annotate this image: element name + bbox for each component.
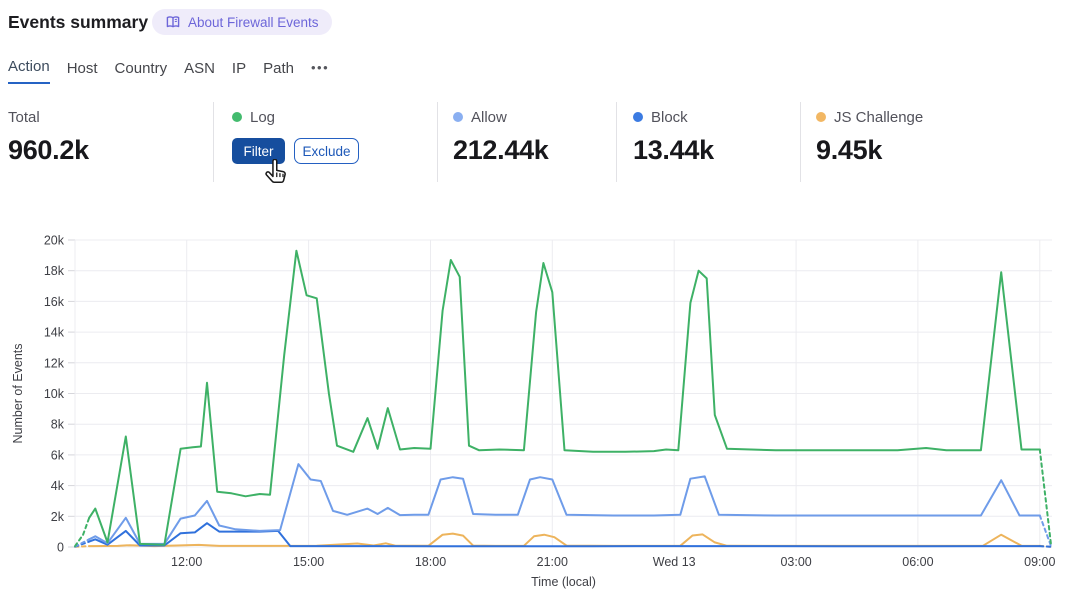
stat-card-block: Block 13.44k (633, 108, 714, 166)
block-series-dot-icon (633, 112, 643, 122)
allow-series-dot-icon (453, 112, 463, 122)
tab-action[interactable]: Action (8, 58, 50, 84)
stat-card-log: Log Filter Exclude (232, 108, 359, 164)
svg-text:8k: 8k (51, 418, 65, 432)
about-firewall-events-badge[interactable]: About Firewall Events (152, 9, 332, 35)
stat-value-total: 960.2k (8, 135, 89, 165)
tab-asn[interactable]: ASN (184, 60, 215, 77)
stat-divider (800, 102, 801, 182)
svg-text:6k: 6k (51, 448, 65, 462)
stat-divider (437, 102, 438, 182)
about-badge-label: About Firewall Events (188, 14, 319, 30)
stat-label-js-challenge: JS Challenge (834, 108, 924, 126)
stat-card-total: Total 960.2k (8, 108, 89, 166)
stat-value-block: 13.44k (633, 135, 714, 165)
exclude-button[interactable]: Exclude (294, 138, 359, 164)
events-chart-area: 0 2k 4k 6k 8k 10k 12k 14k 16k 18k 20k 12:00 15:00 18:… (0, 223, 1068, 598)
facet-tabs: Action Host Country ASN IP Path ••• (8, 58, 329, 84)
svg-text:Number of Events: Number of Events (11, 343, 25, 443)
svg-text:20k: 20k (44, 234, 65, 248)
svg-text:14k: 14k (44, 326, 65, 340)
svg-text:21:00: 21:00 (537, 555, 568, 569)
open-book-icon (166, 16, 180, 28)
svg-text:09:00: 09:00 (1024, 555, 1055, 569)
svg-text:10k: 10k (44, 387, 65, 401)
svg-text:03:00: 03:00 (780, 555, 811, 569)
svg-text:18k: 18k (44, 264, 65, 278)
svg-text:12:00: 12:00 (171, 555, 202, 569)
tabs-more-button[interactable]: ••• (310, 60, 330, 75)
tab-host[interactable]: Host (66, 60, 98, 77)
stat-label-allow: Allow (471, 108, 507, 126)
log-series-dot-icon (232, 112, 242, 122)
svg-text:Time (local): Time (local) (531, 575, 596, 589)
svg-text:0: 0 (57, 541, 64, 555)
tab-country[interactable]: Country (114, 60, 168, 77)
tab-ip[interactable]: IP (231, 60, 247, 77)
tab-path[interactable]: Path (263, 60, 294, 77)
stat-label-log: Log (250, 108, 276, 126)
events-timeseries-chart[interactable]: 0 2k 4k 6k 8k 10k 12k 14k 16k 18k 20k 12:00 15:00 18:… (0, 223, 1068, 598)
page-title: Events summary (8, 12, 149, 32)
stat-label-total: Total (8, 108, 40, 126)
stat-divider (213, 102, 214, 182)
svg-text:2k: 2k (51, 510, 65, 524)
svg-text:Wed 13: Wed 13 (653, 555, 696, 569)
svg-text:12k: 12k (44, 356, 65, 370)
js-challenge-series-dot-icon (816, 112, 826, 122)
svg-text:16k: 16k (44, 295, 65, 309)
stat-value-allow: 212.44k (453, 135, 549, 165)
stats-row: Total 960.2k Log Filter Exclude Allow 21… (0, 100, 1068, 184)
stat-value-js-challenge: 9.45k (816, 135, 883, 165)
stat-label-block: Block (651, 108, 688, 126)
svg-text:06:00: 06:00 (902, 555, 933, 569)
stat-divider (616, 102, 617, 182)
svg-text:18:00: 18:00 (415, 555, 446, 569)
svg-text:15:00: 15:00 (293, 555, 324, 569)
stat-card-allow: Allow 212.44k (453, 108, 549, 166)
svg-text:4k: 4k (51, 479, 65, 493)
stat-card-js-challenge: JS Challenge 9.45k (816, 108, 923, 166)
filter-button[interactable]: Filter (232, 138, 285, 164)
